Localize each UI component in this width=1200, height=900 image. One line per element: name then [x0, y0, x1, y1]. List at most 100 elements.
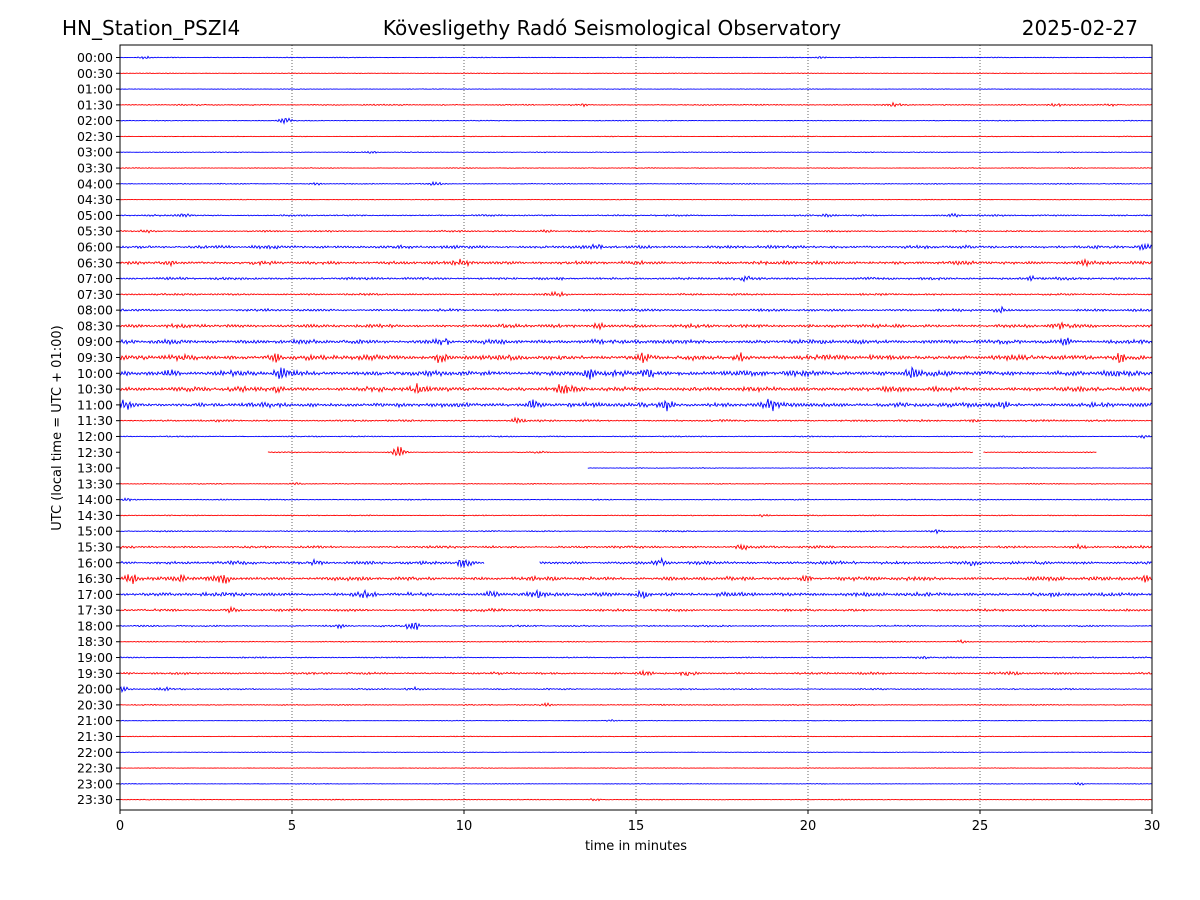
x-tick-label: 10 — [456, 819, 473, 834]
row-label: 08:30 — [77, 318, 113, 333]
seismic-trace — [587, 466, 1152, 470]
row-label: 06:30 — [77, 255, 113, 270]
seismic-trace — [119, 117, 1153, 125]
row-label: 10:00 — [77, 366, 113, 381]
row-label: 11:30 — [77, 413, 113, 428]
row-label: 02:00 — [77, 113, 113, 128]
row-label: 02:30 — [77, 129, 113, 144]
row-label: 07:00 — [77, 271, 113, 286]
seismic-trace — [119, 337, 1153, 347]
seismic-trace — [119, 150, 1153, 154]
row-label: 04:00 — [77, 176, 113, 191]
seismic-trace — [267, 446, 974, 457]
row-label: 03:00 — [77, 145, 113, 160]
plot-area — [119, 44, 1153, 811]
row-label: 17:00 — [77, 587, 113, 602]
row-label: 04:30 — [77, 192, 113, 207]
seismic-trace — [119, 72, 1153, 75]
seismic-trace — [119, 751, 1153, 754]
trace-group — [119, 55, 1153, 802]
row-label: 00:30 — [77, 66, 113, 81]
seismic-trace — [119, 588, 1153, 600]
seismic-trace — [119, 767, 1153, 769]
row-label: 06:00 — [77, 239, 113, 254]
seismic-trace — [119, 229, 1153, 234]
seismic-trace — [119, 383, 1153, 394]
row-label: 12:30 — [77, 445, 113, 460]
seismic-trace — [119, 685, 1153, 694]
seismic-trace — [119, 735, 1153, 738]
seismic-trace — [119, 166, 1153, 170]
y-axis-label: UTC (local time = UTC + 01:00) — [50, 325, 65, 530]
seismic-trace — [119, 605, 1153, 614]
row-label: 01:30 — [77, 97, 113, 112]
seismic-trace — [119, 718, 1153, 722]
row-label: 15:30 — [77, 539, 113, 554]
row-label: 23:00 — [77, 776, 113, 791]
seismic-trace — [119, 416, 1153, 425]
seismic-trace — [119, 321, 1153, 331]
chart-title: Kövesligethy Radó Seismological Observat… — [382, 16, 842, 40]
seismic-trace — [119, 655, 1153, 660]
y-axis: 00:0000:3001:0001:3002:0002:3003:0003:30… — [77, 50, 120, 807]
row-label: 09:30 — [77, 350, 113, 365]
row-label: 19:00 — [77, 650, 113, 665]
row-label: 05:30 — [77, 224, 113, 239]
row-label: 22:00 — [77, 745, 113, 760]
row-label: 07:30 — [77, 287, 113, 302]
seismic-trace — [120, 88, 1153, 90]
seismic-trace — [119, 558, 485, 569]
seismic-trace — [119, 497, 1153, 502]
station-name: HN_Station_PSZI4 — [62, 16, 241, 40]
seismic-trace — [119, 352, 1153, 364]
x-axis-label: time in minutes — [585, 839, 687, 854]
row-label: 17:30 — [77, 603, 113, 618]
row-label: 20:00 — [77, 682, 113, 697]
seismic-trace — [119, 135, 1153, 138]
row-label: 18:30 — [77, 634, 113, 649]
seismic-trace — [119, 257, 1153, 268]
row-label: 20:30 — [77, 697, 113, 712]
row-label: 18:00 — [77, 618, 113, 633]
row-label: 13:00 — [77, 461, 113, 476]
seismic-trace — [539, 556, 1152, 567]
seismic-trace — [983, 451, 1097, 454]
seismic-trace — [119, 55, 1153, 60]
row-label: 09:00 — [77, 334, 113, 349]
row-label: 21:00 — [77, 713, 113, 728]
seismic-trace — [119, 528, 1153, 535]
seismic-trace — [119, 574, 1153, 585]
seismic-trace — [119, 366, 1153, 380]
x-tick-label: 20 — [800, 819, 817, 834]
row-label: 03:30 — [77, 161, 113, 176]
seismic-trace — [119, 434, 1153, 440]
row-label: 14:30 — [77, 508, 113, 523]
row-label: 15:00 — [77, 524, 113, 539]
seismic-trace — [119, 198, 1153, 201]
row-label: 00:00 — [77, 50, 113, 65]
row-label: 16:00 — [77, 555, 113, 570]
seismic-trace — [119, 180, 1153, 186]
row-label: 11:00 — [77, 397, 113, 412]
seismic-trace — [119, 513, 1153, 518]
chart-date: 2025-02-27 — [1021, 16, 1138, 40]
seismic-trace — [119, 639, 1153, 644]
seismic-trace — [119, 482, 1153, 486]
row-label: 10:30 — [77, 382, 113, 397]
seismic-trace — [119, 798, 1153, 802]
seismic-trace — [119, 542, 1153, 551]
row-label: 22:30 — [77, 761, 113, 776]
seismic-trace — [119, 669, 1153, 677]
x-tick-label: 5 — [288, 819, 296, 834]
x-tick-label: 15 — [628, 819, 645, 834]
seismic-trace — [119, 305, 1153, 314]
seismic-trace — [119, 398, 1153, 412]
x-tick-label: 25 — [972, 819, 989, 834]
x-axis: 0 5 10 15 20 25 30 — [116, 810, 1160, 834]
row-label: 08:00 — [77, 303, 113, 318]
row-label: 14:00 — [77, 492, 113, 507]
row-label: 23:30 — [77, 792, 113, 807]
x-tick-label: 0 — [116, 819, 124, 834]
seismic-trace — [119, 622, 1153, 630]
